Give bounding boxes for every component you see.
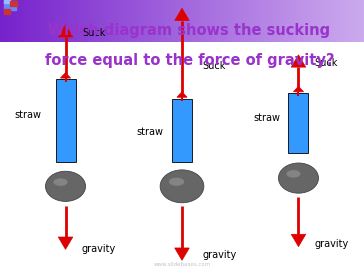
Polygon shape [175, 248, 189, 260]
Polygon shape [58, 237, 73, 249]
Text: straw: straw [253, 113, 280, 123]
Text: Suck: Suck [315, 58, 338, 68]
Text: www.slidebases.com: www.slidebases.com [153, 262, 211, 267]
Bar [4, 0, 10, 3]
Polygon shape [177, 92, 187, 97]
Ellipse shape [286, 170, 301, 178]
Bar [4, 9, 10, 14]
Ellipse shape [54, 178, 68, 186]
Text: Which diagram shows the sucking: Which diagram shows the sucking [48, 23, 331, 38]
Polygon shape [291, 55, 306, 67]
Text: gravity: gravity [202, 250, 236, 260]
Bar [55, 79, 76, 162]
Bar [288, 93, 309, 153]
Ellipse shape [278, 163, 318, 193]
Bar [172, 99, 192, 162]
Polygon shape [58, 25, 73, 37]
Text: gravity: gravity [82, 244, 116, 254]
Polygon shape [60, 73, 71, 78]
Ellipse shape [46, 171, 86, 201]
Polygon shape [293, 86, 304, 92]
Ellipse shape [160, 170, 204, 203]
Text: gravity: gravity [315, 239, 349, 249]
Text: Suck: Suck [202, 61, 225, 71]
Text: straw: straw [15, 110, 41, 120]
Text: force equal to the force of gravity?: force equal to the force of gravity? [44, 53, 334, 68]
Polygon shape [175, 8, 189, 21]
Bar [10, 1, 17, 6]
Text: straw: straw [136, 127, 163, 136]
Bar [4, 1, 16, 10]
Polygon shape [291, 234, 306, 247]
Ellipse shape [169, 178, 184, 186]
Text: Suck: Suck [82, 28, 105, 38]
